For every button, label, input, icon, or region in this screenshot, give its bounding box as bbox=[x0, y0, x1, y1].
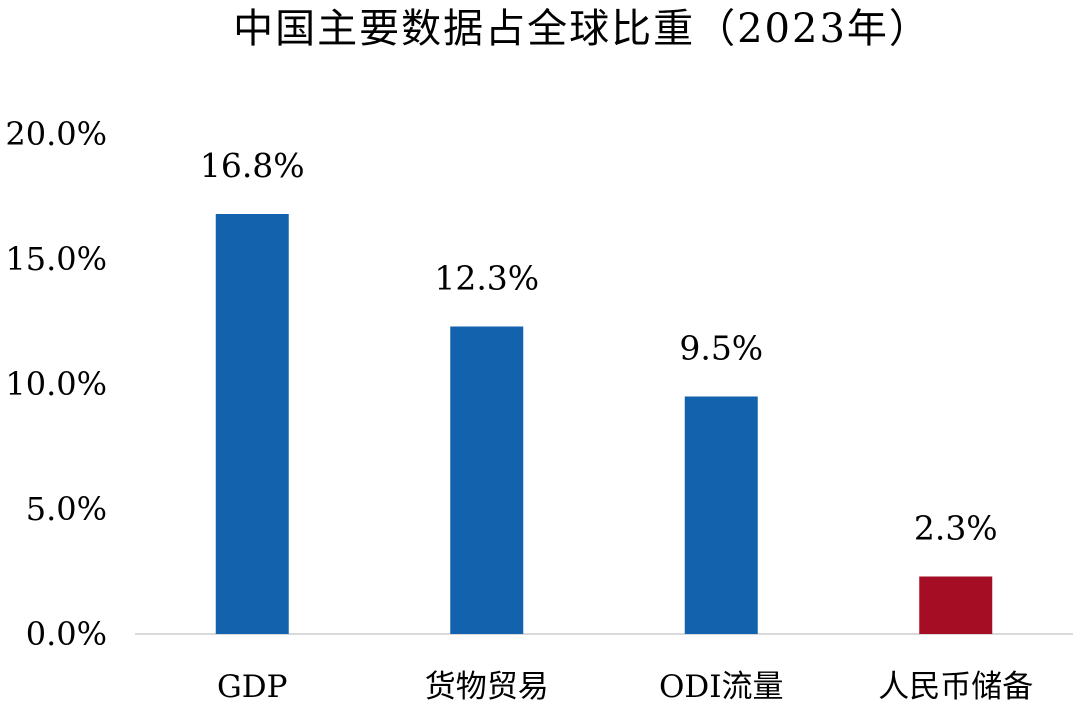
y-axis-tick-labels: 0.0% 5.0% 10.0% 15.0% 20.0% bbox=[5, 115, 107, 653]
data-label: 2.3% bbox=[914, 509, 998, 548]
y-tick-label: 10.0% bbox=[5, 365, 107, 403]
bar bbox=[684, 396, 758, 634]
bar bbox=[450, 326, 524, 634]
category-labels-group: GDP 货物贸易 ODI流量 人民币储备 bbox=[217, 669, 1033, 705]
data-label: 16.8% bbox=[200, 146, 305, 185]
data-label: 9.5% bbox=[679, 329, 763, 368]
category-label: ODI流量 bbox=[659, 669, 784, 705]
chart-title: 中国主要数据占全球比重（2023年） bbox=[233, 6, 931, 52]
y-tick-label: 20.0% bbox=[5, 115, 107, 153]
category-label: GDP bbox=[217, 669, 287, 705]
y-tick-label: 0.0% bbox=[26, 615, 107, 653]
category-label: 人民币储备 bbox=[878, 669, 1033, 705]
data-labels-group: 16.8% 12.3% 9.5% 2.3% bbox=[200, 146, 998, 548]
category-label: 货物贸易 bbox=[425, 669, 549, 705]
data-label: 12.3% bbox=[434, 259, 539, 298]
y-tick-label: 15.0% bbox=[5, 240, 107, 278]
bar bbox=[215, 214, 289, 634]
bars-group bbox=[215, 214, 993, 634]
bar bbox=[919, 576, 993, 634]
y-tick-label: 5.0% bbox=[26, 490, 107, 528]
